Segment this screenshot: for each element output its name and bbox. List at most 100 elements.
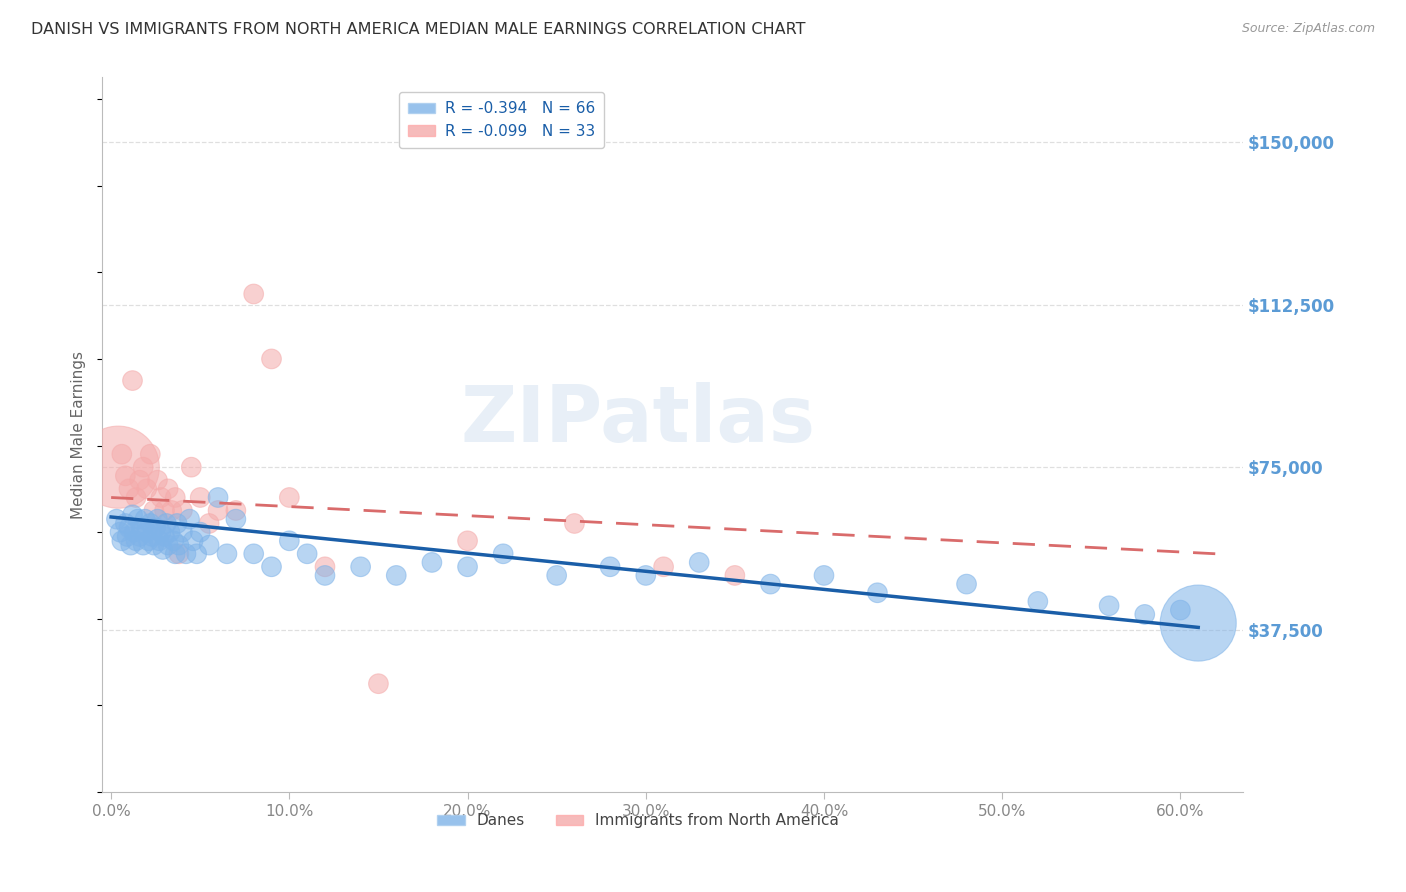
Text: ZIPatlas: ZIPatlas (461, 383, 815, 458)
Point (132, 538, 155, 552)
Point (634, 568, 657, 582)
Point (955, 577, 977, 591)
Point (180, 460, 202, 475)
Text: DANISH VS IMMIGRANTS FROM NORTH AMERICA MEDIAN MALE EARNINGS CORRELATION CHART: DANISH VS IMMIGRANTS FROM NORTH AMERICA … (31, 22, 806, 37)
Point (150, 525, 173, 540)
Point (688, 556, 710, 570)
Point (114, 468, 136, 483)
Point (146, 473, 169, 487)
Point (167, 538, 190, 552)
Point (142, 538, 165, 552)
Point (866, 586, 889, 600)
Point (128, 529, 150, 543)
Point (111, 533, 134, 548)
Point (150, 491, 173, 505)
Point (652, 559, 675, 574)
Point (242, 547, 264, 561)
Point (385, 568, 408, 582)
Point (1187, 616, 1209, 631)
Point (215, 547, 238, 561)
Point (128, 473, 150, 487)
Point (1170, 603, 1192, 617)
Point (314, 559, 336, 574)
Point (278, 491, 301, 505)
Point (260, 559, 283, 574)
Point (125, 491, 148, 505)
Point (153, 503, 176, 517)
Point (1026, 594, 1049, 608)
Point (260, 351, 283, 366)
Point (135, 525, 157, 540)
Point (131, 521, 153, 535)
Point (105, 512, 128, 526)
Point (114, 516, 136, 531)
Point (118, 482, 141, 496)
Point (142, 503, 165, 517)
Point (118, 521, 141, 535)
Point (155, 516, 177, 531)
Point (148, 533, 170, 548)
Point (295, 547, 318, 561)
Point (813, 568, 835, 582)
Point (599, 559, 621, 574)
Point (120, 538, 142, 552)
Point (160, 503, 183, 517)
Point (188, 525, 211, 540)
Point (564, 516, 586, 531)
Text: Source: ZipAtlas.com: Source: ZipAtlas.com (1241, 22, 1375, 36)
Point (146, 512, 169, 526)
Point (111, 447, 134, 461)
Point (165, 547, 187, 561)
Point (167, 547, 190, 561)
Point (157, 538, 180, 552)
Point (152, 542, 174, 557)
Point (186, 547, 208, 561)
Point (141, 529, 163, 543)
Point (157, 482, 180, 496)
Point (225, 512, 247, 526)
Point (207, 491, 229, 505)
Point (546, 568, 568, 582)
Point (121, 374, 143, 388)
Point (153, 529, 176, 543)
Point (278, 533, 301, 548)
Point (159, 525, 181, 540)
Point (724, 568, 747, 582)
Point (198, 538, 221, 552)
Point (124, 525, 146, 540)
Point (132, 460, 155, 475)
Point (420, 556, 443, 570)
Point (135, 482, 157, 496)
Point (1133, 607, 1156, 622)
Point (181, 533, 204, 548)
Point (179, 512, 201, 526)
Point (188, 491, 211, 505)
Point (115, 529, 138, 543)
Point (492, 547, 515, 561)
Point (166, 516, 188, 531)
Point (145, 521, 167, 535)
Point (198, 516, 221, 531)
Point (125, 533, 148, 548)
Legend: Danes, Immigrants from North America: Danes, Immigrants from North America (432, 807, 845, 834)
Point (139, 447, 162, 461)
Point (108, 525, 131, 540)
Point (349, 559, 371, 574)
Point (107, 460, 129, 475)
Point (759, 577, 782, 591)
Point (1098, 599, 1121, 613)
Point (174, 547, 197, 561)
Point (172, 503, 194, 517)
Point (121, 508, 143, 522)
Point (138, 533, 160, 548)
Point (162, 533, 184, 548)
Point (242, 287, 264, 301)
Point (367, 676, 389, 690)
Point (165, 491, 187, 505)
Point (134, 512, 156, 526)
Point (207, 503, 229, 517)
Point (457, 533, 479, 548)
Point (139, 516, 162, 531)
Point (457, 559, 479, 574)
Y-axis label: Median Male Earnings: Median Male Earnings (72, 351, 86, 519)
